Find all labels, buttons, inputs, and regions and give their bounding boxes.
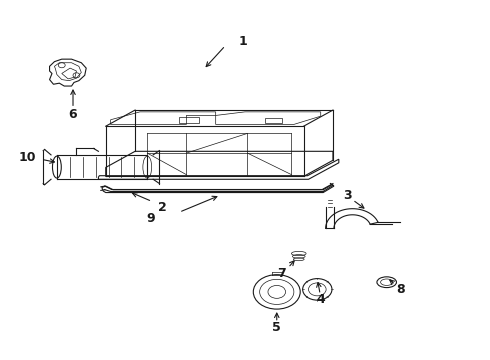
- Text: 3: 3: [343, 189, 352, 202]
- Text: 1: 1: [238, 35, 247, 49]
- Text: 6: 6: [69, 108, 77, 121]
- Text: 2: 2: [158, 202, 166, 215]
- Text: 10: 10: [19, 151, 36, 164]
- Text: 8: 8: [396, 283, 405, 296]
- Text: 5: 5: [272, 321, 281, 334]
- Text: 9: 9: [147, 212, 155, 225]
- Text: 7: 7: [277, 267, 286, 280]
- Text: 4: 4: [317, 293, 325, 306]
